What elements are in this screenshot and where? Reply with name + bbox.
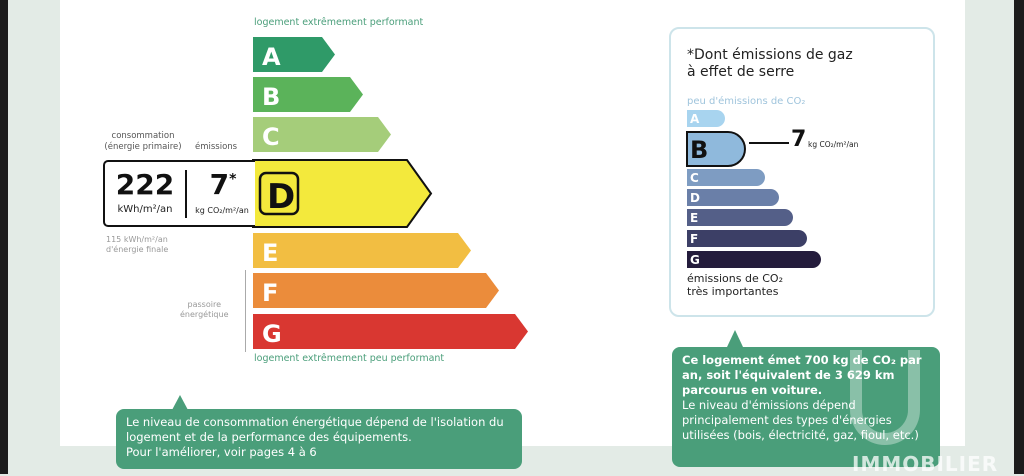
bubble-right-bold: Ce logement émet 700 kg de CO₂ par an, s… — [682, 353, 922, 397]
ges-unit: kg CO₂/m²/an — [808, 140, 859, 149]
ges-class-letter: F — [690, 232, 698, 246]
divider — [185, 170, 187, 218]
ges-class-letter: D — [690, 191, 700, 205]
bubble-left-tail — [172, 395, 188, 410]
ges-bottom-label: émissions de CO₂ très importantes — [687, 272, 783, 298]
energy-class-letter: F — [262, 279, 278, 307]
energy-class-letter: B — [262, 83, 280, 111]
right-frame — [1014, 0, 1024, 474]
ges-value: 7 — [791, 127, 807, 152]
energy-class-c-bar — [253, 117, 391, 152]
ges-pointer-line — [749, 142, 789, 144]
consumption-unit: kWh/m²/an — [117, 204, 173, 215]
bubble-left-line: Pour l'améliorer, voir pages 4 à 6 — [126, 445, 317, 459]
ges-class-letter: E — [690, 211, 698, 225]
bubble-left-line: logement et de la performance des équipe… — [126, 430, 412, 444]
emissions-value-wrap: 7* — [191, 168, 255, 201]
energy-class-f-bar — [253, 273, 499, 308]
energy-class-b-bar — [253, 77, 363, 112]
passoire-label: passoire énergétique — [180, 300, 229, 319]
ges-class-b-bar — [686, 131, 746, 167]
ges-class-c-bar — [687, 169, 765, 186]
emissions-star: * — [229, 171, 237, 188]
ges-class-letter: C — [690, 171, 699, 185]
ges-top-label: peu d'émissions de CO₂ — [687, 96, 806, 107]
final-energy: 115 kWh/m²/an d'énergie finale — [106, 235, 169, 254]
energy-class-letter: E — [262, 239, 278, 267]
bubble-right-tail — [727, 330, 743, 347]
energy-top-label: logement extrêmement performant — [254, 17, 424, 28]
energy-class-letter: D — [267, 177, 295, 217]
left-frame — [0, 0, 8, 474]
ges-class-a-bar — [687, 110, 725, 127]
ges-class-d-bar — [687, 189, 779, 206]
energy-bottom-label: logement extrêmement peu performant — [254, 353, 445, 364]
ges-class-letter: B — [690, 136, 708, 164]
consumption-value: 222 — [115, 168, 175, 201]
energy-class-letter: A — [262, 43, 281, 71]
watermark-logo: IMMOBILIER — [852, 452, 999, 476]
bubble-right-text: Le niveau d'émissions dépend principalem… — [682, 398, 919, 442]
current-class-frame — [258, 171, 300, 216]
consumption-info-bubble: Le niveau de consommation énergétique dé… — [116, 409, 522, 469]
energy-class-letter: G — [262, 320, 282, 348]
consumption-header: consommation (énergie primaire) — [104, 131, 182, 152]
watermark-mark — [850, 350, 920, 445]
energy-class-e-bar — [253, 233, 471, 268]
energy-class-a-bar — [253, 37, 335, 72]
ges-title: *Dont émissions de gaz à effet de serre — [687, 47, 853, 80]
bubble-left-line: Le niveau de consommation énergétique dé… — [126, 415, 504, 429]
ges-class-e-bar — [687, 209, 793, 226]
passoire-bracket — [245, 270, 246, 352]
emissions-value: 7 — [209, 168, 230, 201]
energy-class-letter: C — [262, 123, 280, 151]
ges-class-letter: A — [690, 112, 700, 126]
ges-class-g-bar — [687, 251, 821, 268]
energy-class-g-bar — [253, 314, 528, 349]
emissions-header: émissions — [195, 142, 238, 152]
ges-class-letter: G — [690, 253, 700, 267]
ges-class-f-bar — [687, 230, 807, 247]
emissions-unit: kg CO₂/m²/an — [195, 206, 249, 215]
values-box: 222 kWh/m²/an 7* kg CO₂/m²/an — [103, 160, 255, 227]
